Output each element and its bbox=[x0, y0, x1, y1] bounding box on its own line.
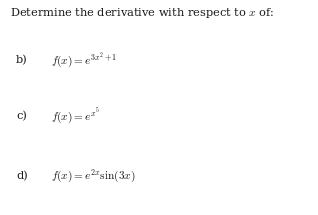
Text: c): c) bbox=[16, 111, 27, 121]
Text: d): d) bbox=[16, 171, 28, 181]
Text: $f(x) = e^{3x^2+1}$: $f(x) = e^{3x^2+1}$ bbox=[51, 50, 117, 70]
Text: $f(x) = e^{x^5}$: $f(x) = e^{x^5}$ bbox=[51, 106, 100, 126]
Text: $f(x) = e^{2x}\sin(3x)$: $f(x) = e^{2x}\sin(3x)$ bbox=[51, 168, 136, 185]
Text: b): b) bbox=[16, 55, 28, 65]
Text: Determine the derivative with respect to $x$ of:: Determine the derivative with respect to… bbox=[10, 6, 274, 20]
